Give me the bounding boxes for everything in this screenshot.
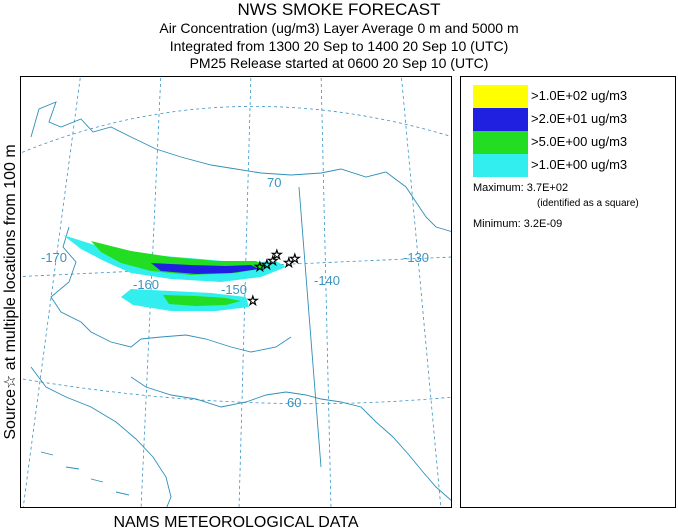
source-star-1: ☆ [254,259,266,274]
source-markers: ☆ ☆ ☆ ☆ ☆ ☆ ☆ [247,247,301,309]
legend-label-4: >1.0E+00 ug/m3 [531,157,628,172]
smoke-plume-south [121,289,249,311]
subtitle-integration: Integrated from 1300 20 Sep to 1400 20 S… [169,38,509,54]
source-star-6: ☆ [289,251,301,266]
source-star-7: ☆ [247,293,259,308]
south-coast [130,376,451,501]
peninsula [140,334,292,353]
border-line [298,186,322,468]
legend-maximum: Maximum: 3.7E+02 [473,182,569,194]
lat-line-65 [21,256,451,277]
legend-label-2: >2.0E+01 ug/m3 [531,111,628,126]
map-title: NWS SMOKE FORECAST [237,0,441,19]
legend-label-3: >5.0E+00 ug/m3 [531,134,628,149]
lon-line-130 [401,77,442,507]
lon-line-170 [22,77,81,507]
legend-item-4: >1.0E+00 ug/m3 [473,154,673,177]
legend-item-2: >2.0E+01 ug/m3 [473,108,673,131]
source-star-4: ☆ [271,247,283,262]
lon-line-140 [320,77,332,507]
map-panel: ☆ ☆ ☆ ☆ ☆ ☆ ☆ -170 -160 -150 -140 -130 7… [20,76,452,508]
lat-line-60 [21,378,451,405]
lon-label-140: -140 [314,273,340,288]
coastline [30,101,451,507]
legend-maximum-note: (identified as a square) [537,198,639,209]
alaska-peninsula [30,366,172,507]
lon-label-160: -160 [133,277,159,292]
lat-line-70 [21,106,451,154]
source-star-2: ☆ [261,257,273,272]
subtitle-release: PM25 Release started at 0600 20 Sep 10 (… [189,55,489,71]
source-star-3: ☆ [267,253,279,268]
lon-label-170: -170 [41,250,67,265]
source-side-label-text: Source☆ at multiple locations from 100 m [2,144,19,440]
legend-minimum: Minimum: 3.2E-09 [473,218,563,230]
lat-label-70: 70 [267,175,281,190]
lat-label-60: 60 [287,395,301,410]
legend-swatch-blue [473,108,528,131]
north-coast [30,101,451,232]
islands [40,451,130,496]
smoke-plume-main [63,235,286,282]
legend-label-1: >1.0E+02 ug/m3 [531,88,628,103]
west-coast [50,226,142,348]
lon-label-150: -150 [221,282,247,297]
plume-level-2 [151,263,259,274]
legend-swatch-cyan [473,154,528,177]
plume-south-level-3 [163,295,241,306]
subtitle-concentration: Air Concentration (ug/m3) Layer Average … [159,20,519,36]
legend-panel: >1.0E+02 ug/m3 >2.0E+01 ug/m3 >5.0E+00 u… [460,76,676,508]
lon-label-130: -130 [403,250,429,265]
legend-swatch-yellow [473,85,528,108]
source-side-label: Source☆ at multiple locations from 100 m [1,77,19,507]
source-star-5: ☆ [283,255,295,270]
footer-met-data: NAMS METEOROLOGICAL DATA [113,514,359,531]
legend-item-1: >1.0E+02 ug/m3 [473,85,673,108]
legend-item-3: >5.0E+00 ug/m3 [473,131,673,154]
lon-line-150 [238,77,252,507]
legend-swatch-green [473,131,528,154]
map-canvas: ☆ ☆ ☆ ☆ ☆ ☆ ☆ -170 -160 -150 -140 -130 7… [21,77,451,507]
